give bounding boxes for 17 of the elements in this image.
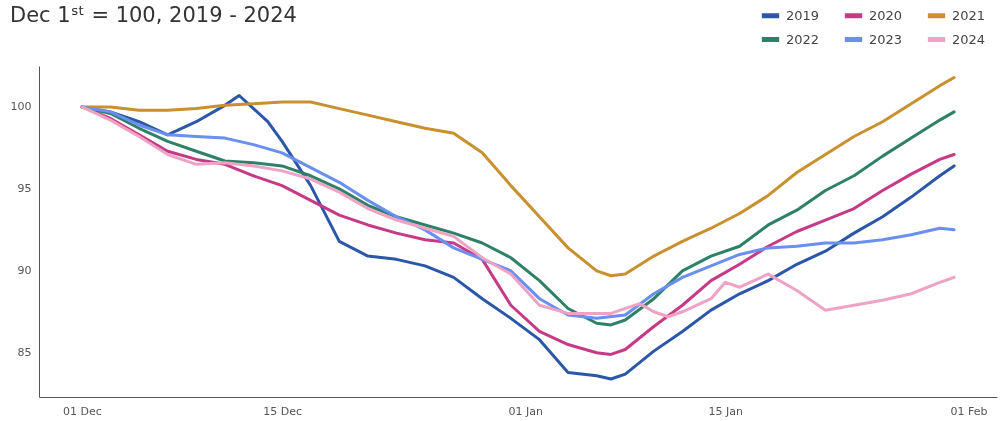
line-series — [80, 75, 956, 278]
chart-title: Dec 1ˢᵗ = 100, 2019 - 2024 — [10, 3, 297, 27]
legend-label: 2022 — [786, 31, 820, 47]
x-tick-label: 01 Feb — [950, 404, 988, 418]
legend-label: 2023 — [869, 31, 903, 47]
y-tick-label: 90 — [17, 264, 32, 278]
x-tick-label: 01 Jan — [508, 404, 543, 418]
x-tick-label: 15 Dec — [263, 404, 302, 418]
x-tick-label: 01 Dec — [63, 404, 102, 418]
legend-label: 2024 — [952, 31, 986, 47]
y-tick-label: 100 — [10, 100, 32, 114]
legend-label: 2020 — [869, 7, 903, 23]
y-tick-label: 85 — [17, 346, 32, 360]
legend-label: 2021 — [952, 7, 986, 23]
x-tick-label: 15 Jan — [708, 404, 744, 418]
y-tick-label: 95 — [17, 182, 32, 196]
legend-label: 2019 — [786, 7, 820, 23]
